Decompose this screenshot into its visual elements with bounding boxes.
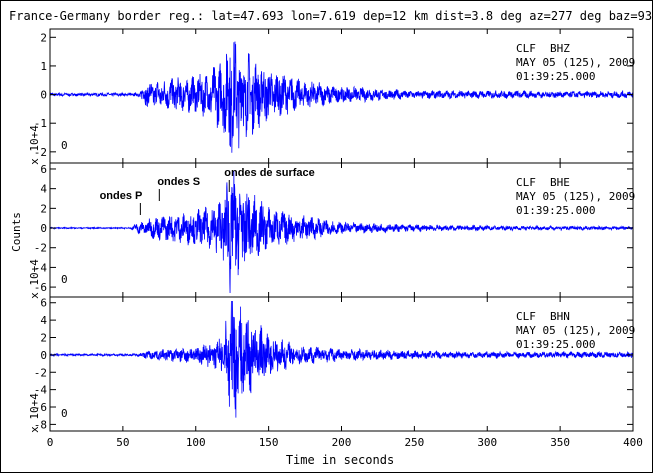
x-axis-label: Time in seconds [286, 453, 394, 467]
annotation-ondes-p: ondes P [100, 190, 143, 202]
time-label: 01:39:25.000 [516, 338, 595, 351]
x-tick-label: 50 [116, 436, 129, 449]
channel-label: BHZ [550, 42, 570, 55]
zero-label: 0 [61, 407, 68, 420]
station-label: CLF [516, 310, 536, 323]
y-tick-label: 2 [40, 31, 47, 44]
annotation-ondes-s: ondes S [157, 176, 200, 188]
channel-label: BHN [550, 310, 570, 323]
y-tick-label: -2 [34, 242, 47, 255]
x-tick-label: 150 [259, 436, 279, 449]
y-tick-label: 1 [40, 60, 47, 73]
scale-label: x 10+4 [28, 125, 41, 165]
y-tick-label: 4 [40, 183, 47, 196]
y-tick-label: -2 [34, 366, 47, 379]
channel-label: BHE [550, 176, 570, 189]
y-tick-label: 2 [40, 331, 47, 344]
scale-label: x 10+4 [28, 259, 41, 299]
y-axis-label: Counts [10, 212, 23, 252]
date-label: MAY 05 (125), 2009 [516, 324, 635, 337]
y-tick-label: -8 [34, 418, 47, 431]
x-tick-label: 0 [47, 436, 54, 449]
y-tick-label: 0 [40, 349, 47, 362]
y-tick-label: 2 [40, 202, 47, 215]
y-tick-label: -6 [34, 401, 47, 414]
y-tick-label: -1 [34, 117, 47, 130]
y-tick-label: 4 [40, 314, 47, 327]
y-tick-label: -4 [34, 261, 48, 274]
y-tick-label: -2 [34, 146, 47, 159]
station-label: CLF [516, 176, 536, 189]
y-tick-label: 0 [40, 222, 47, 235]
trace-bhz [49, 41, 634, 153]
x-tick-label: 200 [332, 436, 352, 449]
scale-label: x 10+4 [28, 393, 41, 433]
x-tick-label: 300 [477, 436, 497, 449]
x-tick-label: 400 [623, 436, 643, 449]
date-label: MAY 05 (125), 2009 [516, 56, 635, 69]
trace-bhe [49, 170, 634, 294]
x-tick-label: 250 [404, 436, 424, 449]
time-label: 01:39:25.000 [516, 70, 595, 83]
y-tick-label: 0 [40, 89, 47, 102]
x-tick-label: 350 [550, 436, 570, 449]
zero-label: 0 [61, 273, 68, 286]
time-label: 01:39:25.000 [516, 204, 595, 217]
station-label: CLF [516, 42, 536, 55]
date-label: MAY 05 (125), 2009 [516, 190, 635, 203]
y-tick-label: -6 [34, 281, 47, 294]
y-tick-label: -4 [34, 384, 48, 397]
y-tick-label: 6 [40, 297, 47, 310]
annotation-ondes-de-surface: ondes de surface [224, 167, 314, 179]
zero-label: 0 [61, 139, 68, 152]
y-tick-label: 6 [40, 163, 47, 176]
figure-title: France-Germany border reg.: lat=47.693 l… [9, 9, 653, 23]
trace-bhn [49, 300, 634, 418]
x-tick-label: 100 [186, 436, 206, 449]
